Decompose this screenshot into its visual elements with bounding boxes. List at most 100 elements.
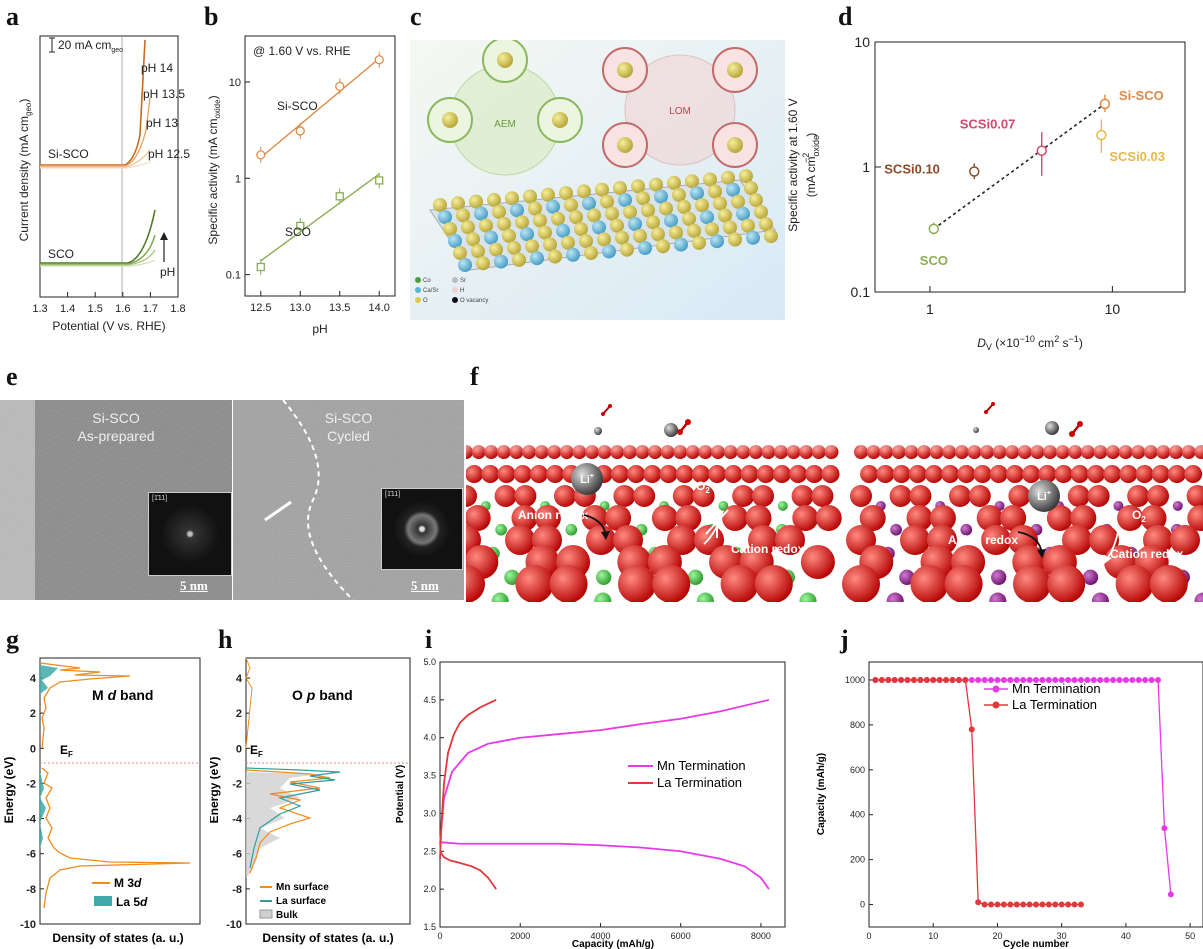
atom xyxy=(633,229,647,243)
atom xyxy=(564,198,578,213)
data-point xyxy=(988,901,995,908)
atom xyxy=(1046,505,1073,531)
atom xyxy=(722,505,749,531)
tick-label: -2 xyxy=(232,778,242,790)
series-line xyxy=(439,841,770,890)
data-point xyxy=(1142,676,1149,683)
data-point xyxy=(917,676,924,683)
data-point xyxy=(1020,676,1027,683)
atom xyxy=(525,239,539,254)
atom xyxy=(669,225,683,240)
data-point xyxy=(1084,676,1091,683)
x-axis-label: pH xyxy=(312,322,327,336)
atom xyxy=(703,172,717,187)
atom xyxy=(749,193,763,208)
panel-g-dos: 4 2 0 -2 -4 -6 -8 -10 M d band EF M 3d La 5d De… xyxy=(2,657,201,945)
atom xyxy=(586,525,616,555)
svg-text:Ca/Sr: Ca/Sr xyxy=(423,288,438,294)
atom xyxy=(739,169,753,184)
atom xyxy=(708,184,722,199)
tick-label: 5.0 xyxy=(423,657,436,667)
atom xyxy=(777,500,788,511)
atom xyxy=(842,565,880,602)
tick-label: 10 xyxy=(1105,301,1121,317)
atom xyxy=(1149,565,1188,602)
panel-label-c: c xyxy=(410,2,422,31)
panel-i-chart: 0 2000 4000 6000 8000 1.5 2.0 2.5 3.0 3.5 4.0 4.5 5.… xyxy=(395,657,786,949)
data-point xyxy=(1052,676,1059,683)
ph-label: pH 13 xyxy=(146,116,178,130)
tick-label: 600 xyxy=(850,765,865,775)
atom xyxy=(718,208,732,223)
atom xyxy=(466,232,480,247)
atom xyxy=(538,225,552,240)
atom xyxy=(605,206,619,221)
atom xyxy=(746,230,760,245)
atom xyxy=(654,189,668,204)
tick-label: 1.7 xyxy=(143,303,158,315)
atom xyxy=(1187,505,1203,531)
atom xyxy=(696,592,714,602)
panel-d-chart: 1 10 0.1 1 10 SCO SCSi0.10 SCSi0.07 SCSi0.03 Si-… xyxy=(786,34,1186,352)
data-point xyxy=(936,676,943,683)
atom xyxy=(620,242,634,257)
tick-label: 10 xyxy=(854,34,870,50)
panel-label-e: e xyxy=(6,362,18,391)
atom xyxy=(929,505,956,531)
tick-label: 4.0 xyxy=(423,733,436,743)
atom xyxy=(1082,569,1099,585)
x-axis-label: Cycle number xyxy=(1003,939,1069,949)
data-point xyxy=(1103,676,1110,683)
tick-label: 1.8 xyxy=(170,303,185,315)
atom xyxy=(682,211,696,226)
atom xyxy=(497,216,511,231)
data-point xyxy=(943,676,950,683)
atom xyxy=(456,208,470,223)
atom xyxy=(664,213,678,228)
data-point xyxy=(1155,676,1162,683)
atom xyxy=(744,181,758,196)
atom xyxy=(484,230,498,245)
tick-label: -4 xyxy=(26,814,37,826)
atom xyxy=(981,525,1011,555)
atom xyxy=(515,565,554,602)
data-point xyxy=(968,726,975,733)
series-line xyxy=(439,850,497,890)
tem-title: Si-SCO xyxy=(92,410,140,426)
data-point xyxy=(1161,825,1168,832)
point-label: SCSi0.10 xyxy=(884,162,940,177)
y-axis-label: Specific activity (mA cmoxide) xyxy=(206,95,222,244)
data-point xyxy=(1099,98,1111,110)
panel-label-f: f xyxy=(470,362,479,391)
atom xyxy=(960,523,973,536)
band-title: O p band xyxy=(292,687,353,703)
tick-label: -6 xyxy=(26,849,36,861)
atom xyxy=(718,500,729,511)
series-label-sco: SCO xyxy=(285,225,311,239)
atom xyxy=(594,592,612,602)
atom xyxy=(745,505,772,531)
point-label: SCSi0.03 xyxy=(1109,149,1165,164)
atom xyxy=(530,251,544,266)
atom xyxy=(792,505,819,531)
tick-label: 0.1 xyxy=(851,284,871,300)
tick-label: 10 xyxy=(928,931,938,941)
atom xyxy=(495,523,507,536)
tick-label: 1.5 xyxy=(423,922,436,932)
atom xyxy=(710,234,724,249)
panel-label-a: a xyxy=(6,2,19,31)
ph-label: pH 12.5 xyxy=(148,147,190,161)
atom xyxy=(815,505,842,531)
scale-bar-label: 20 mA cmgeo xyxy=(58,38,123,54)
tick-label: 0 xyxy=(236,743,242,755)
data-point xyxy=(1026,901,1033,908)
data-point xyxy=(256,150,266,160)
tick-label: 12.5 xyxy=(250,302,271,314)
y-axis-label: Specific activity at 1.60 V xyxy=(786,98,800,231)
data-point xyxy=(1000,901,1007,908)
legend: Co Ca/Sr O Sr H O vacancy xyxy=(415,277,488,304)
atom xyxy=(618,565,656,602)
fft-inset: [1̄11] xyxy=(148,492,232,576)
atom xyxy=(713,196,727,211)
panel-label-d: d xyxy=(838,2,853,31)
